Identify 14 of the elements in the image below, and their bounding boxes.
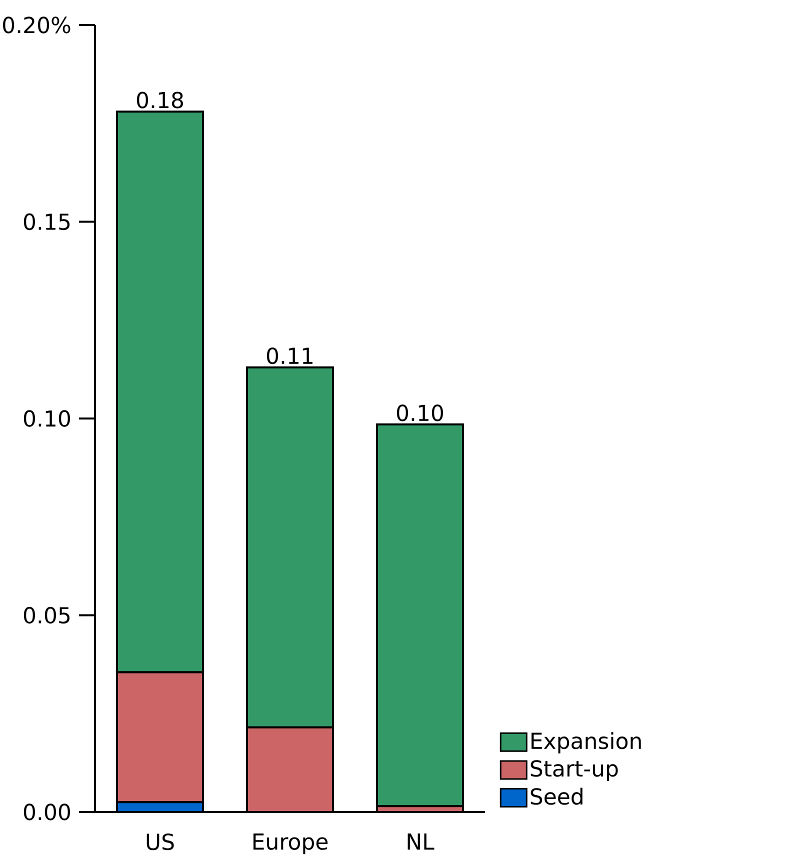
total-label: 0.11	[266, 348, 312, 364]
y-tick-label: 0.00	[24, 804, 70, 820]
total-label: 0.10	[396, 404, 444, 422]
x-tick-label: US	[146, 834, 174, 850]
y-tick-label: 0.05	[24, 606, 70, 624]
x-tick-label: NL	[408, 834, 434, 850]
legend-label: Start-up	[530, 760, 618, 782]
legend-label: Seed	[530, 788, 582, 805]
y-tick-label: 0.20%	[3, 16, 70, 34]
y-tick-label: 0.10	[24, 410, 70, 427]
x-tick-label: Europe	[253, 834, 328, 854]
y-tick-label: 0.15	[24, 213, 70, 230]
total-label: 0.18	[136, 92, 183, 108]
legend-label: Expansion	[532, 732, 641, 754]
